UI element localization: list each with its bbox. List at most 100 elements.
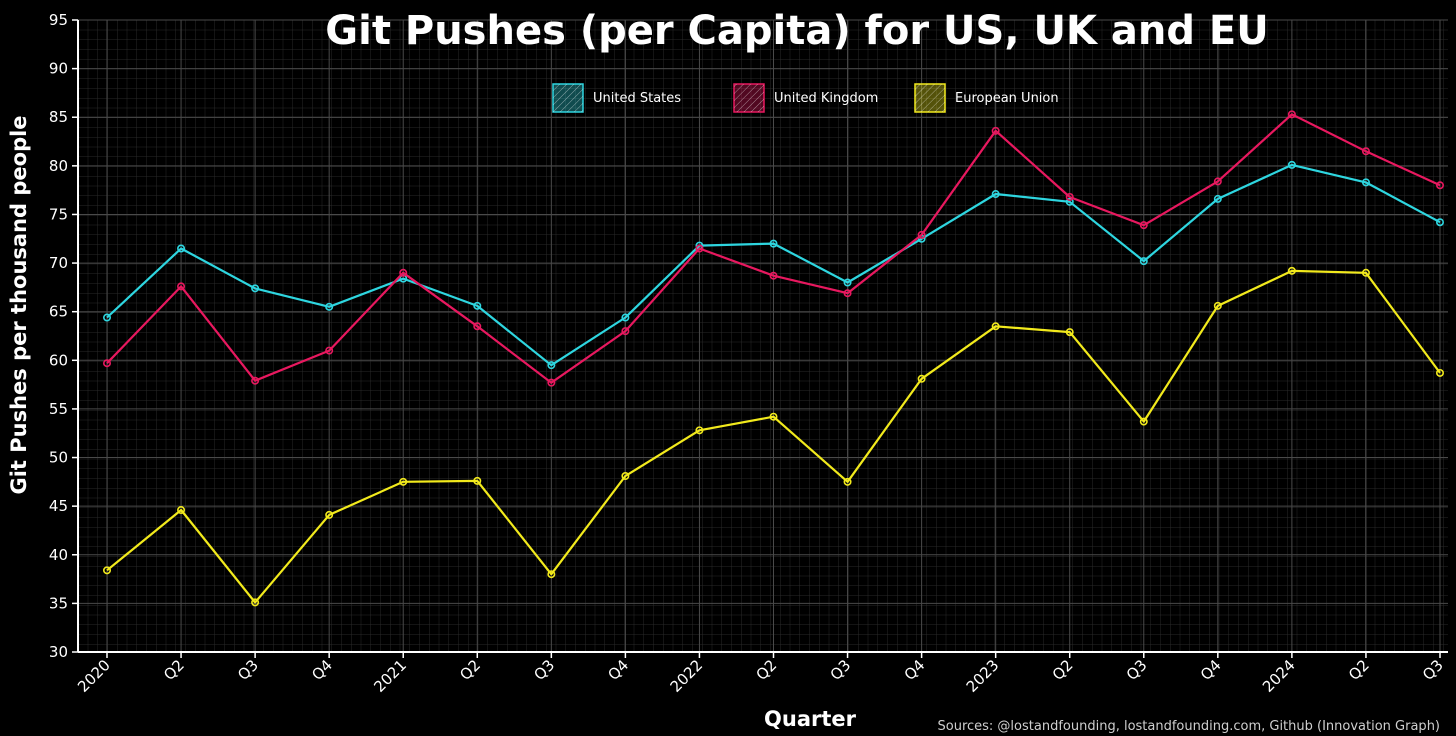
legend-item: United Kingdom xyxy=(733,83,878,113)
data-point xyxy=(991,322,1000,331)
data-point xyxy=(473,301,482,310)
legend-item: United States xyxy=(552,83,681,113)
data-point xyxy=(917,230,926,239)
data-point xyxy=(547,378,556,387)
data-point xyxy=(1139,257,1148,266)
x-tick-label: Q2 xyxy=(1345,656,1373,684)
data-point xyxy=(1065,328,1074,337)
legend-label: European Union xyxy=(955,91,1059,106)
data-point xyxy=(103,313,112,322)
x-axis-title: Quarter xyxy=(764,707,857,731)
data-point xyxy=(251,284,260,293)
data-point xyxy=(547,570,556,579)
data-point xyxy=(251,376,260,385)
legend-swatch-hatch xyxy=(553,84,583,112)
legend: United States United Kingdom European Unio… xyxy=(552,83,1059,113)
data-point xyxy=(1213,177,1222,186)
series-layer xyxy=(103,110,1445,607)
legend-label: United Kingdom xyxy=(774,91,878,106)
data-point xyxy=(177,282,186,291)
data-point xyxy=(769,239,778,248)
data-point xyxy=(1361,178,1370,187)
data-point xyxy=(473,476,482,485)
x-tick-label: Q3 xyxy=(530,656,558,684)
y-tick-label: 45 xyxy=(49,497,68,515)
x-tick-label: Q2 xyxy=(160,656,188,684)
data-point xyxy=(1436,181,1445,190)
data-point xyxy=(1436,368,1445,377)
x-tick-label: 2024 xyxy=(1259,656,1299,696)
data-point xyxy=(325,510,334,519)
legend-label: United States xyxy=(593,91,681,106)
y-tick-label: 40 xyxy=(49,546,68,564)
data-point xyxy=(917,374,926,383)
data-point xyxy=(1139,221,1148,230)
y-tick-label: 80 xyxy=(49,157,68,175)
data-point xyxy=(251,598,260,607)
y-tick-label: 85 xyxy=(49,108,68,126)
x-tick-label: 2020 xyxy=(74,656,114,696)
data-point xyxy=(843,278,852,287)
y-tick-label: 30 xyxy=(49,643,68,661)
data-point xyxy=(621,472,630,481)
series-line xyxy=(106,113,1441,384)
data-point xyxy=(325,302,334,311)
x-tick-label: Q3 xyxy=(827,656,855,684)
data-point xyxy=(769,271,778,280)
data-point xyxy=(103,566,112,575)
x-tick-label: Q2 xyxy=(752,656,780,684)
x-axis-ticks: 2020 Q2 Q3 Q4 2021 Q2 Q3 Q4 2022 Q2 Q3 Q4 2023 Q2 Q3 Q4… xyxy=(74,652,1447,696)
data-point xyxy=(399,477,408,486)
data-point xyxy=(1287,110,1296,119)
data-point xyxy=(695,244,704,253)
series-line xyxy=(106,163,1441,367)
data-point xyxy=(991,126,1000,135)
data-point xyxy=(1361,147,1370,156)
y-tick-label: 95 xyxy=(49,11,68,29)
x-tick-label: Q2 xyxy=(456,656,484,684)
y-tick-label: 90 xyxy=(49,60,68,78)
chart-title: Git Pushes (per Capita) for US, UK and E… xyxy=(325,8,1268,54)
data-point xyxy=(177,506,186,515)
x-tick-label: 2023 xyxy=(963,656,1003,696)
x-tick-label: Q3 xyxy=(1419,656,1447,684)
data-point xyxy=(621,327,630,336)
x-tick-label: Q2 xyxy=(1049,656,1077,684)
data-point xyxy=(1065,192,1074,201)
data-point xyxy=(1287,160,1296,169)
series-line xyxy=(106,269,1441,604)
y-tick-label: 50 xyxy=(49,449,68,467)
y-tick-label: 75 xyxy=(49,205,68,223)
source-note: Sources: @lostandfounding, lostandfoundi… xyxy=(938,719,1441,734)
data-point xyxy=(1287,266,1296,275)
x-tick-label: Q4 xyxy=(604,656,632,684)
legend-swatch-hatch xyxy=(734,84,764,112)
data-point xyxy=(103,359,112,368)
y-tick-label: 65 xyxy=(49,303,68,321)
data-point xyxy=(1065,197,1074,206)
legend-swatch-hatch xyxy=(915,84,945,112)
data-point xyxy=(399,268,408,277)
x-tick-label: 2021 xyxy=(370,656,410,696)
y-tick-label: 35 xyxy=(49,594,68,612)
data-point xyxy=(621,313,630,322)
x-tick-label: 2022 xyxy=(667,656,707,696)
y-tick-label: 60 xyxy=(49,351,68,369)
x-tick-label: Q4 xyxy=(308,656,336,684)
series-european-union xyxy=(103,266,1445,607)
data-point xyxy=(843,289,852,298)
x-tick-label: Q4 xyxy=(901,656,929,684)
data-point xyxy=(843,477,852,486)
y-tick-label: 55 xyxy=(49,400,68,418)
series-united-kingdom xyxy=(103,110,1445,387)
data-point xyxy=(769,412,778,421)
data-point xyxy=(325,346,334,355)
data-point xyxy=(1213,194,1222,203)
data-point xyxy=(473,322,482,331)
data-point xyxy=(991,190,1000,199)
data-point xyxy=(547,361,556,370)
legend-item: European Union xyxy=(914,83,1059,113)
x-tick-label: Q3 xyxy=(234,656,262,684)
data-point xyxy=(1139,417,1148,426)
